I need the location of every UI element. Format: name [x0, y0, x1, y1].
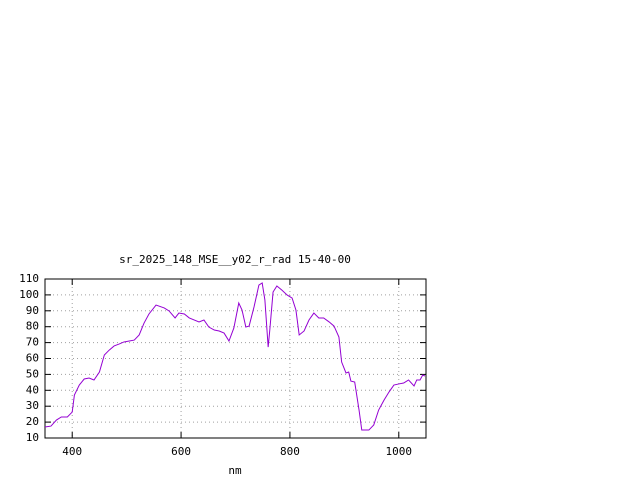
x-tick-label: 400 [62, 445, 82, 458]
y-tick-label: 20 [26, 415, 39, 428]
y-tick-label: 30 [26, 399, 39, 412]
y-tick-label: 40 [26, 383, 39, 396]
x-axis-label: nm [228, 464, 242, 477]
x-tick-label: 800 [280, 445, 300, 458]
y-tick-label: 60 [26, 352, 39, 365]
y-tick-label: 70 [26, 336, 39, 349]
y-tick-label: 100 [19, 288, 39, 301]
data-line [44, 282, 426, 431]
y-tick-label: 10 [26, 431, 39, 444]
y-tick-label: 50 [26, 367, 39, 380]
y-tick-label: 80 [26, 320, 39, 333]
y-tick-label: 90 [26, 304, 39, 317]
x-tick-label: 600 [171, 445, 191, 458]
chart-title: sr_2025_148_MSE__y02_r_rad 15-40-00 [119, 253, 351, 266]
plot-border [44, 278, 427, 439]
y-tick-label: 110 [19, 272, 39, 285]
x-tick-label: 1000 [386, 445, 413, 458]
